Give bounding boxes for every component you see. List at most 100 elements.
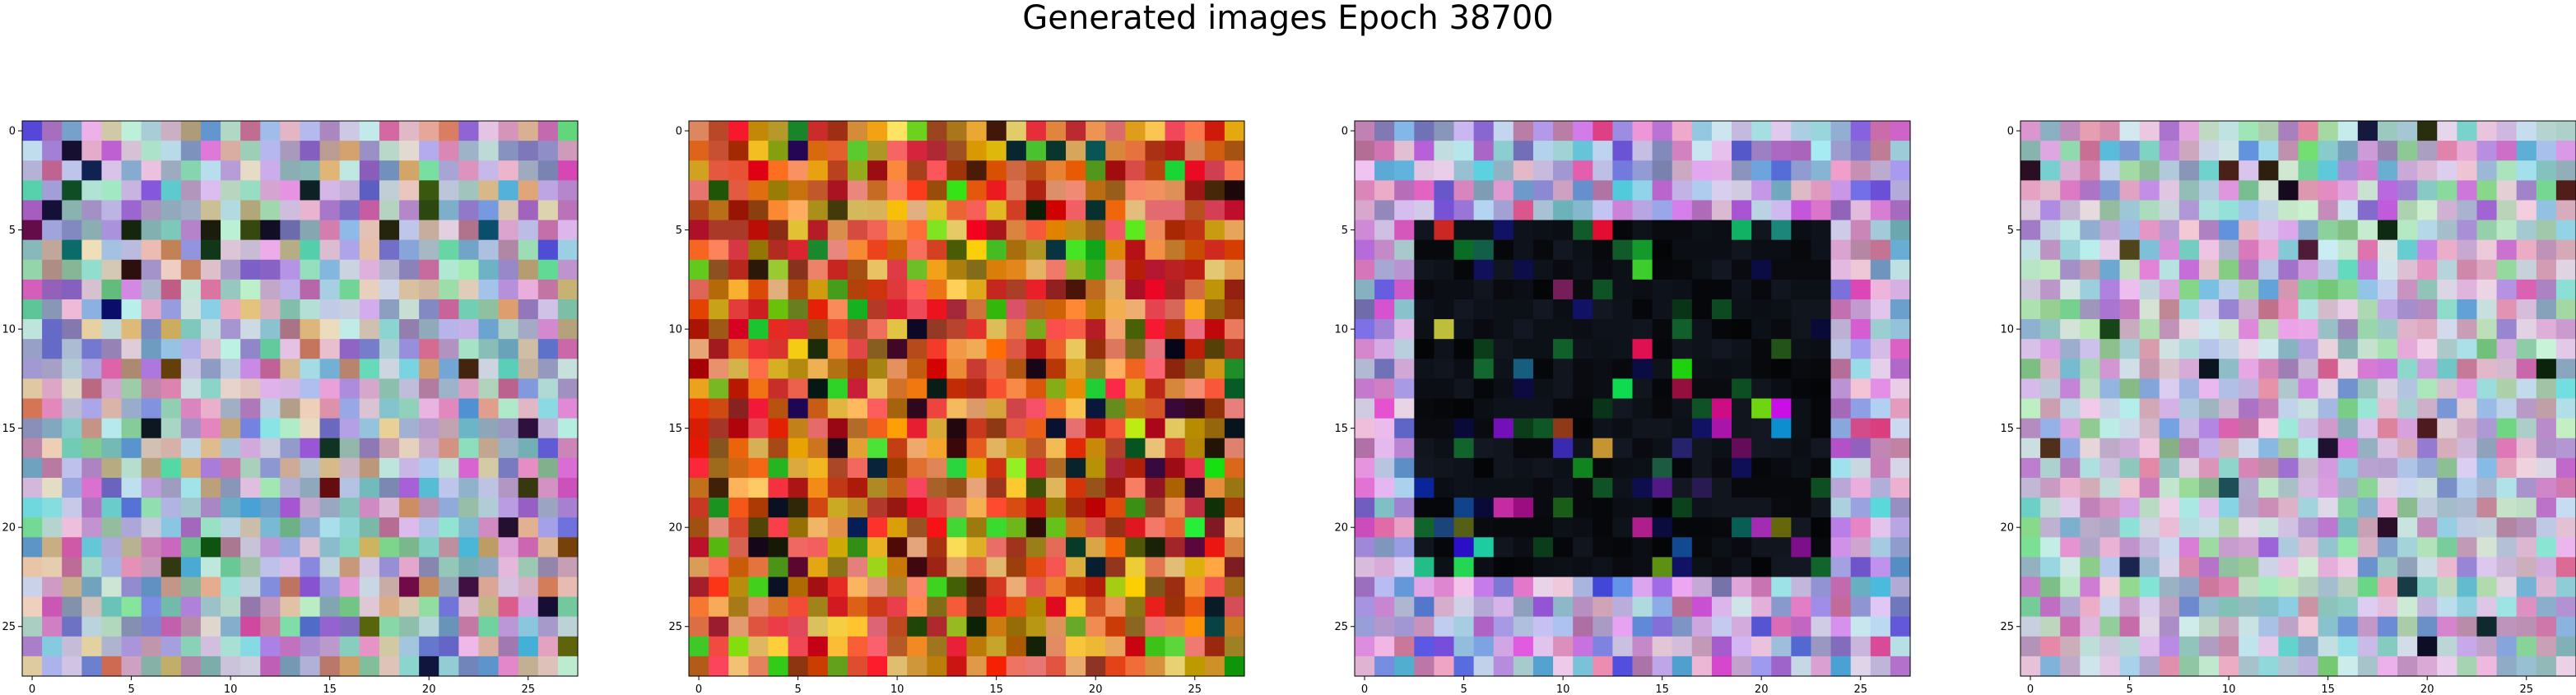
- pixel: [748, 239, 770, 261]
- pixel: [2159, 359, 2180, 379]
- pixel: [439, 339, 459, 359]
- pixel: [2457, 457, 2478, 479]
- pixel: [1184, 557, 1206, 578]
- pixel: [2516, 160, 2537, 181]
- pixel: [2318, 457, 2339, 479]
- pixel: [537, 557, 559, 578]
- pixel: [280, 537, 301, 558]
- pixel: [498, 180, 519, 202]
- pixel: [180, 457, 202, 479]
- pixel: [2278, 517, 2299, 538]
- pixel: [2457, 398, 2478, 419]
- pixel: [907, 557, 928, 578]
- pixel: [986, 438, 1007, 459]
- pixel: [359, 180, 380, 202]
- pixel: [1711, 656, 1732, 677]
- pixel: [359, 319, 380, 340]
- pixel: [160, 259, 182, 280]
- pixel: [2397, 457, 2418, 479]
- pixel: [557, 180, 579, 202]
- pixel: [788, 319, 809, 340]
- pixel: [867, 319, 888, 340]
- pixel: [1184, 141, 1206, 161]
- pixel: [2258, 220, 2279, 241]
- pixel: [359, 359, 380, 379]
- pixel: [1870, 339, 1891, 359]
- pixel: [1612, 378, 1634, 400]
- pixel: [1890, 398, 1911, 419]
- pixel: [2555, 299, 2576, 320]
- pixel: [2119, 141, 2141, 161]
- pixel: [518, 378, 539, 400]
- pixel: [748, 359, 770, 379]
- pixel: [1045, 477, 1067, 498]
- y-tick-label: 25: [1334, 621, 1348, 633]
- pixel: [1850, 537, 1872, 558]
- pixel: [1453, 200, 1475, 221]
- pixel: [200, 378, 221, 400]
- pixel: [2278, 636, 2299, 657]
- pixel: [22, 299, 43, 320]
- pixel: [359, 477, 380, 498]
- pixel: [2099, 616, 2121, 637]
- pixel: [1732, 359, 1752, 379]
- pixel: [946, 220, 968, 241]
- pixel: [200, 577, 221, 598]
- pixel: [1086, 438, 1106, 459]
- pixel: [1204, 498, 1225, 518]
- pixel: [1434, 577, 1455, 598]
- pixel: [748, 398, 770, 419]
- pixel: [768, 596, 789, 618]
- pixel: [2516, 438, 2537, 459]
- pixel: [2139, 477, 2160, 498]
- pixel: [2377, 359, 2398, 379]
- pixel: [1632, 596, 1653, 618]
- pixel: [1066, 141, 1086, 161]
- pixel: [2457, 537, 2478, 558]
- pixel: [1414, 636, 1435, 657]
- pixel: [180, 200, 202, 221]
- pixel: [2318, 398, 2339, 419]
- pixel: [2555, 438, 2576, 459]
- x-tick-label: 5: [794, 683, 801, 695]
- pixel: [2060, 596, 2081, 618]
- pixel: [1553, 656, 1574, 677]
- pixel: [1532, 378, 1554, 400]
- pixel: [2496, 180, 2518, 202]
- pixel: [81, 656, 103, 677]
- pixel: [1145, 180, 1166, 202]
- pixel: [2337, 517, 2359, 538]
- pixel: [1204, 537, 1225, 558]
- pixel: [1224, 656, 1245, 677]
- pixel: [1672, 180, 1693, 202]
- pixel: [359, 498, 380, 518]
- pixel: [907, 239, 928, 261]
- pixel: [1045, 239, 1067, 261]
- pixel: [240, 438, 261, 459]
- pixel: [1672, 121, 1693, 141]
- pixel: [141, 378, 162, 400]
- pixel: [2258, 121, 2279, 141]
- pixel: [1870, 299, 1891, 320]
- pixel: [946, 636, 968, 657]
- pixel: [1434, 279, 1455, 300]
- pixel: [1204, 557, 1225, 578]
- pixel: [221, 477, 241, 498]
- pixel: [2397, 121, 2418, 141]
- pixel: [867, 121, 888, 141]
- pixel: [1165, 616, 1186, 637]
- pixel: [498, 378, 519, 400]
- pixel: [1125, 457, 1146, 479]
- pixel: [1672, 220, 1693, 241]
- pixel: [2496, 656, 2518, 677]
- pixel: [728, 180, 749, 202]
- pixel: [1394, 220, 1415, 241]
- pixel: [2198, 398, 2220, 419]
- pixel: [1184, 121, 1206, 141]
- pixel: [748, 438, 770, 459]
- pixel: [2457, 359, 2478, 379]
- pixel: [2239, 378, 2259, 400]
- pixel: [1691, 457, 1713, 479]
- pixel: [1355, 498, 1375, 518]
- pixel: [478, 537, 500, 558]
